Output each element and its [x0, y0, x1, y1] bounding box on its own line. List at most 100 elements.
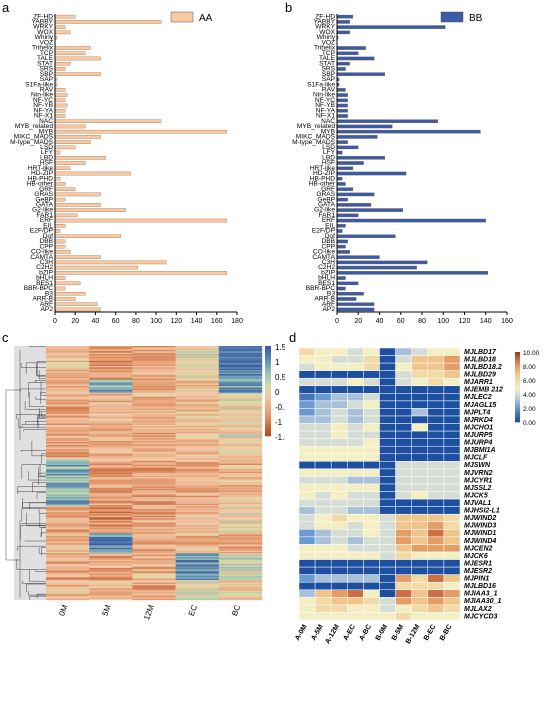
- heatmap-cell: [218, 375, 263, 377]
- bar-nf-yc: [54, 98, 66, 103]
- heatmap-cell: [330, 604, 348, 613]
- heatmap-cell: [46, 585, 90, 587]
- heatmap-cell: [175, 557, 219, 559]
- heatmap-cell: [218, 513, 263, 515]
- colorbar-tick-label: 0.00: [523, 420, 536, 427]
- heatmap-cell: [46, 519, 90, 522]
- heatmap-cell: [175, 430, 219, 432]
- colorbar-segment: [265, 418, 271, 422]
- heatmap-cell: [89, 439, 133, 442]
- category-label: TALE: [37, 55, 54, 62]
- heatmap-cell: [218, 491, 263, 494]
- heatmap-cell: [395, 453, 412, 462]
- heatmap-cell: [89, 583, 133, 586]
- heatmap-cell: [175, 420, 219, 423]
- gene-row-label: MJPIN1: [464, 576, 489, 583]
- heatmap-cell: [132, 593, 176, 595]
- heatmap-cell: [379, 362, 396, 371]
- heatmap-cell: [347, 355, 364, 364]
- heatmap-cell: [46, 435, 90, 438]
- heatmap-cell: [395, 370, 412, 379]
- heatmap-cell: [89, 446, 133, 448]
- heatmap-cell: [411, 521, 429, 530]
- heatmap-cell: [89, 418, 133, 420]
- heatmap-cell: [175, 390, 219, 392]
- bar-wrky: [54, 25, 66, 29]
- category-label: S1Fa-like: [25, 81, 53, 88]
- heatmap-cell: [132, 363, 176, 365]
- bar-m-type_mads: [54, 140, 91, 144]
- heatmap-cell: [363, 581, 380, 591]
- heatmap-cell: [46, 467, 90, 470]
- heatmap-cell: [218, 447, 263, 450]
- heatmap-cell: [89, 481, 133, 483]
- heatmap-cell: [363, 468, 380, 477]
- heatmap-cell: [175, 529, 219, 531]
- bar-myb_related: [336, 124, 393, 129]
- heatmap-cell: [132, 459, 176, 462]
- heatmap-cell: [427, 544, 445, 553]
- heatmap-cell: [89, 550, 133, 553]
- heatmap-cell: [379, 355, 396, 364]
- heatmap-cell: [218, 581, 263, 583]
- heatmap-cell: [298, 581, 316, 591]
- bar-gras: [336, 192, 375, 197]
- heatmap-cell: [175, 582, 219, 585]
- heatmap-cell: [175, 499, 219, 502]
- heatmap-cell: [46, 420, 90, 423]
- heatmap-cell: [218, 574, 263, 577]
- heatmap-cell: [132, 501, 176, 503]
- heatmap-cell: [175, 462, 219, 464]
- heatmap-cell: [314, 453, 332, 462]
- bar-srs: [336, 67, 346, 71]
- heatmap-cell: [379, 574, 396, 583]
- heatmap-cell: [411, 445, 429, 455]
- heatmap-cell: [46, 446, 90, 448]
- heatmap-cell: [314, 468, 332, 477]
- heatmap-cell: [132, 352, 176, 355]
- heatmap-cell: [218, 569, 263, 571]
- heatmap-cell: [218, 455, 263, 458]
- heatmap-cell: [175, 518, 219, 520]
- heatmap-cell: [379, 513, 396, 523]
- heatmap-cell: [379, 408, 396, 417]
- heatmap-cell: [395, 604, 412, 613]
- heatmap-cell: [363, 393, 380, 402]
- heatmap-cell: [132, 424, 176, 427]
- bar-rav: [54, 88, 66, 92]
- heatmap-cell: [46, 515, 90, 518]
- heatmap-cell: [411, 612, 429, 621]
- heatmap-cell: [175, 358, 219, 360]
- category-label: C3H: [322, 259, 335, 266]
- heatmap-cell: [427, 476, 445, 485]
- heatmap-cell: [175, 446, 219, 448]
- gene-row-label: MJURP4: [464, 440, 493, 447]
- bar-arr-b: [336, 297, 357, 301]
- heatmap-cell: [132, 410, 176, 412]
- heatmap-cell: [89, 420, 133, 423]
- heatmap-cell: [218, 446, 263, 448]
- heatmap-cell: [218, 555, 263, 558]
- heatmap-cell: [218, 557, 263, 559]
- bar-dof: [336, 234, 396, 239]
- heatmap-cell: [218, 537, 263, 539]
- heatmap-cell: [443, 362, 461, 371]
- heatmap-cell: [379, 506, 396, 515]
- colorbar-segment: [515, 368, 520, 371]
- heatmap-cell: [218, 542, 263, 545]
- heatmap-cell: [46, 525, 90, 527]
- heatmap-cell: [218, 395, 263, 397]
- heatmap-cell: [89, 375, 133, 377]
- colorbar-segment: [265, 370, 271, 374]
- heatmap-cell: [218, 398, 263, 400]
- colorbar-segment: [265, 361, 271, 365]
- heatmap-cell: [443, 581, 461, 591]
- heatmap-cell: [411, 355, 429, 364]
- heatmap-cell: [175, 351, 219, 353]
- heatmap-cell: [218, 462, 263, 464]
- bar-zf-hd: [54, 14, 76, 19]
- heatmap-cell: [46, 368, 90, 371]
- heatmap-cell: [218, 418, 263, 420]
- heatmap-cell: [363, 566, 380, 575]
- heatmap-cell: [443, 476, 461, 485]
